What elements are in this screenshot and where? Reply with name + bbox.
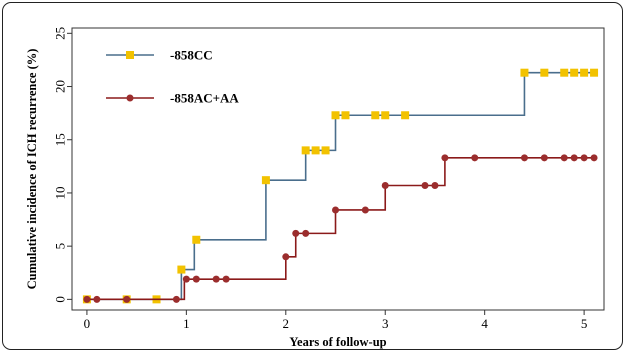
series-1-point-22 <box>580 154 588 162</box>
series-1-point-14 <box>421 181 429 189</box>
series-1-point-5 <box>192 275 200 283</box>
series-1-point-9 <box>292 229 300 237</box>
series-0-point-16 <box>560 68 569 77</box>
series-0-point-8 <box>321 146 330 155</box>
series-1-point-15 <box>431 181 439 189</box>
series-1-point-16 <box>441 154 449 162</box>
y-tick-label-5: 25 <box>53 27 68 40</box>
series-0-point-14 <box>520 68 529 77</box>
x-tick-label-5: 5 <box>581 316 588 331</box>
x-tick-label-3: 3 <box>382 316 389 331</box>
series-1-point-23 <box>590 154 598 162</box>
series-1-point-8 <box>282 253 290 261</box>
chart-frame <box>2 2 623 350</box>
series-1 <box>83 154 598 303</box>
series-0-point-12 <box>381 111 390 120</box>
series-1-point-18 <box>520 154 528 162</box>
series-0-point-6 <box>301 146 310 155</box>
series-1-point-1 <box>93 295 101 303</box>
series-1-point-0 <box>83 295 91 303</box>
series-line-1 <box>86 157 595 301</box>
series-1-point-2 <box>123 295 131 303</box>
series-1-point-19 <box>540 154 548 162</box>
series-1-point-3 <box>172 295 180 303</box>
series-1-point-21 <box>570 154 578 162</box>
x-tick-label-1: 1 <box>183 316 190 331</box>
series-1-point-13 <box>381 181 389 189</box>
x-tick-label-0: 0 <box>84 316 91 331</box>
legend-label-1: -858AC+AA <box>170 91 239 106</box>
series-1-point-11 <box>332 206 340 214</box>
series-0-point-3 <box>177 265 186 274</box>
series-0-point-9 <box>331 111 340 120</box>
series-1-point-12 <box>361 206 369 214</box>
series-0-point-18 <box>580 68 589 77</box>
series-0-point-7 <box>311 146 320 155</box>
series-1-point-20 <box>560 154 568 162</box>
y-tick-label-3: 15 <box>53 133 68 146</box>
series-1-point-4 <box>182 275 190 283</box>
legend-marker-0 <box>126 51 134 59</box>
x-axis-title: Years of follow-up <box>289 335 386 349</box>
y-axis-title: Cumulative incidence of ICH recurrence (… <box>25 49 39 290</box>
series-1-point-17 <box>471 154 479 162</box>
series-0-point-15 <box>540 68 549 77</box>
y-tick-label-4: 20 <box>53 80 68 93</box>
y-tick-label-0: 0 <box>53 296 68 303</box>
series-0-point-11 <box>371 111 380 120</box>
series-0 <box>82 68 599 304</box>
axes: 0 1 2 3 4 5 0 5 10 15 20 25 <box>53 27 605 331</box>
series-layer <box>82 68 599 304</box>
plot-border <box>71 27 605 311</box>
x-tick-label-2: 2 <box>283 316 290 331</box>
series-0-point-5 <box>261 176 270 185</box>
legend: -858CC -858AC+AA <box>106 48 239 106</box>
y-tick-label-1: 5 <box>53 243 68 250</box>
series-1-point-7 <box>222 275 230 283</box>
series-line-0 <box>86 71 595 301</box>
series-0-point-19 <box>590 68 599 77</box>
series-1-point-6 <box>212 275 220 283</box>
legend-marker-1 <box>126 94 134 102</box>
series-0-point-17 <box>570 68 579 77</box>
series-0-point-10 <box>341 111 350 120</box>
series-0-point-4 <box>192 235 201 244</box>
legend-label-0: -858CC <box>170 48 213 63</box>
series-1-point-10 <box>302 229 310 237</box>
y-tick-label-2: 10 <box>53 186 68 199</box>
x-tick-label-4: 4 <box>481 316 488 331</box>
series-0-point-13 <box>401 111 410 120</box>
